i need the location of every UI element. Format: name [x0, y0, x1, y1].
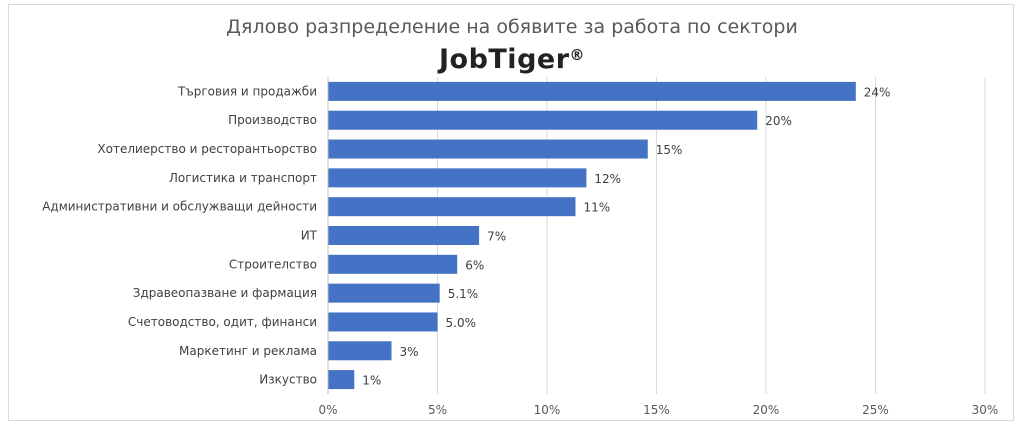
- data-label: 1%: [362, 374, 381, 388]
- x-tick-label: 25%: [862, 403, 889, 417]
- data-label: 7%: [487, 230, 506, 244]
- category-label: Производство: [228, 113, 317, 127]
- data-label: 24%: [864, 85, 891, 99]
- registered-mark: ®: [569, 46, 586, 64]
- category-label: Строителство: [229, 257, 317, 271]
- category-label: Логистика и транспорт: [169, 171, 317, 185]
- data-label: 6%: [465, 258, 484, 272]
- bar: [328, 110, 758, 130]
- category-label: Административни и обслужващи дейности: [42, 200, 317, 214]
- bar: [328, 139, 648, 159]
- bar: [328, 341, 392, 361]
- jobtiger-logo: JobTiger®: [0, 44, 1024, 75]
- bar: [328, 226, 480, 245]
- data-label: 12%: [594, 172, 621, 186]
- category-label: Хотелиерство и ресторантьорство: [97, 142, 317, 156]
- bar: [328, 81, 856, 101]
- data-label: 15%: [656, 143, 683, 157]
- category-label: Счетоводство, одит, финанси: [128, 315, 317, 329]
- x-tick-label: 20%: [753, 403, 780, 417]
- bar: [328, 168, 587, 188]
- category-label: Изкуство: [259, 373, 317, 387]
- x-tick-label: 10%: [534, 403, 561, 417]
- data-label: 5.1%: [448, 287, 479, 301]
- data-label: 3%: [400, 345, 419, 359]
- data-label: 20%: [765, 114, 792, 128]
- category-label: Маркетинг и реклама: [179, 344, 317, 358]
- chart-title: Дялово разпределение на обявите за работ…: [226, 16, 798, 38]
- category-label: ИТ: [301, 229, 318, 243]
- data-label: 5.0%: [446, 316, 477, 330]
- x-tick-label: 15%: [643, 403, 670, 417]
- x-tick-label: 5%: [428, 403, 447, 417]
- x-tick-label: 30%: [972, 403, 999, 417]
- category-label: Здравеопазване и фармация: [133, 286, 317, 300]
- bar: [328, 370, 355, 390]
- bar: [328, 197, 576, 217]
- x-tick-label: 0%: [318, 403, 337, 417]
- bar: [328, 283, 440, 303]
- bar: [328, 312, 438, 332]
- category-label: Търговия и продажби: [177, 84, 317, 98]
- bar: [328, 254, 458, 274]
- data-label: 11%: [583, 201, 610, 215]
- logo-text: JobTiger: [438, 44, 570, 75]
